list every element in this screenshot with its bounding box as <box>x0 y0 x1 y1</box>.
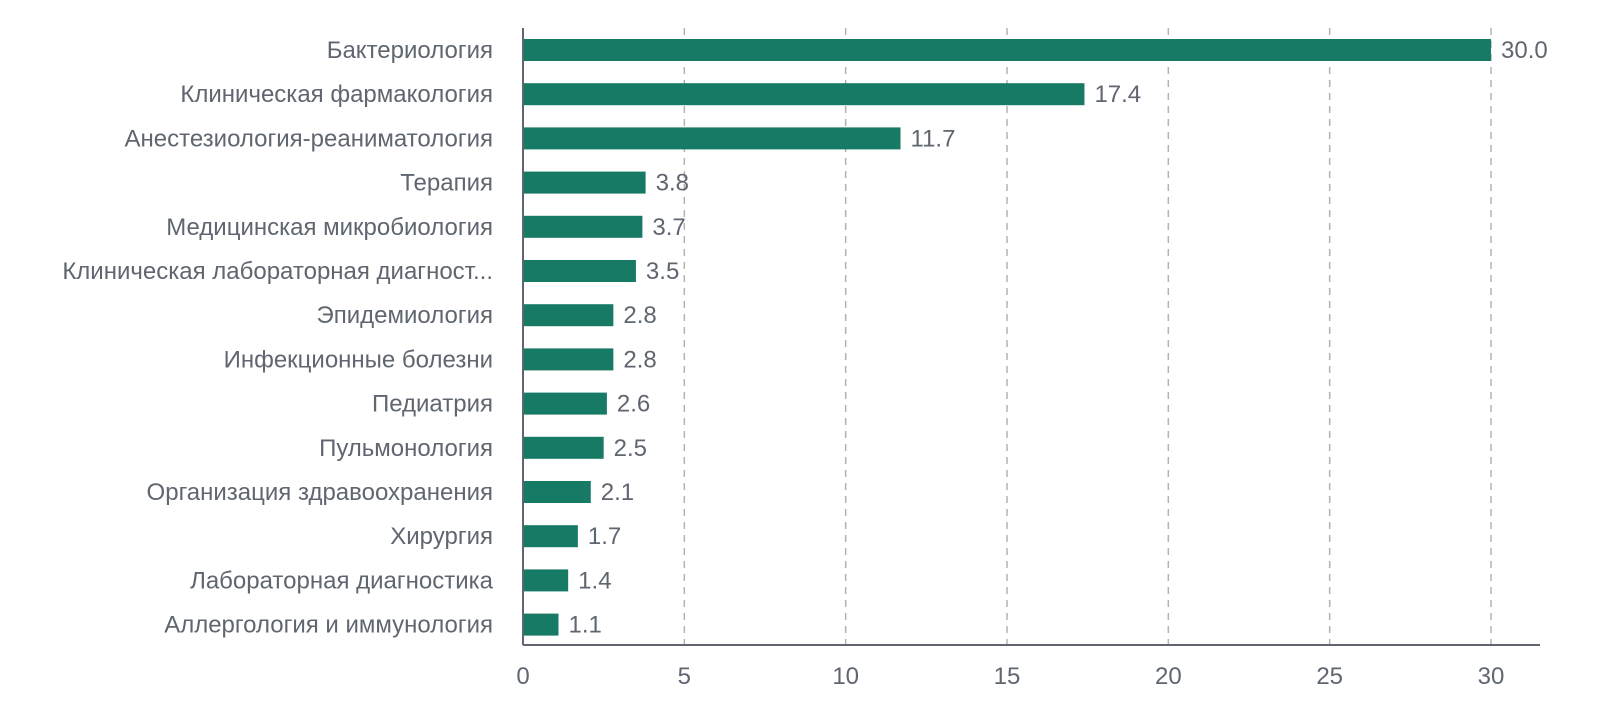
x-tick-label: 0 <box>516 663 529 690</box>
data-label: 1.4 <box>578 567 611 594</box>
bar <box>523 348 614 371</box>
category-label: Клиническая лабораторная диагност... <box>62 258 493 285</box>
labels: 0 5 10 15 20 25 30 Бактериология 30.0 Клиническая… <box>62 37 1547 690</box>
data-label: 2.1 <box>601 479 634 506</box>
x-tick-label: 5 <box>678 663 691 690</box>
category-label: Бактериология <box>327 37 493 64</box>
x-tick-label: 30 <box>1478 663 1505 690</box>
bar <box>523 569 569 592</box>
bar <box>523 39 1491 61</box>
category-label: Организация здравоохранения <box>147 479 493 506</box>
category-label: Инфекционные болезни <box>224 346 493 373</box>
data-label: 3.5 <box>646 258 679 285</box>
category-label: Эпидемиология <box>316 302 493 329</box>
bars <box>523 39 1491 636</box>
bar <box>523 304 614 327</box>
axes <box>522 28 1540 646</box>
data-label: 2.8 <box>623 302 656 329</box>
category-label: Лабораторная диагностика <box>190 567 494 594</box>
x-tick-label: 25 <box>1316 663 1343 690</box>
category-label: Пульмонология <box>319 435 493 462</box>
bar <box>523 83 1085 106</box>
data-label: 30.0 <box>1501 37 1548 64</box>
data-label: 2.8 <box>623 346 656 373</box>
category-label: Клиническая фармакология <box>180 81 493 108</box>
category-label: Аллергология и иммунология <box>164 612 493 639</box>
bar <box>523 525 578 548</box>
bar <box>523 392 607 415</box>
data-label: 2.5 <box>614 435 647 462</box>
grid <box>683 28 1492 645</box>
x-tick-label: 10 <box>832 663 859 690</box>
data-label: 2.6 <box>617 391 650 418</box>
bar <box>523 260 636 282</box>
category-label: Анестезиология-реаниматология <box>125 125 494 152</box>
data-label: 1.1 <box>568 612 601 639</box>
bar <box>523 613 559 636</box>
category-label: Хирургия <box>390 523 493 550</box>
category-label: Терапия <box>400 170 493 197</box>
bar <box>523 481 591 503</box>
data-label: 11.7 <box>911 125 956 152</box>
x-tick-label: 15 <box>994 663 1021 690</box>
data-label: 17.4 <box>1094 81 1141 108</box>
category-label: Педиатрия <box>372 391 493 418</box>
bar <box>523 127 901 150</box>
bar <box>523 215 643 238</box>
bar <box>523 436 604 459</box>
data-label: 1.7 <box>588 523 621 550</box>
x-tick-label: 20 <box>1155 663 1182 690</box>
data-label: 3.7 <box>652 214 685 241</box>
category-label: Медицинская микробиология <box>166 214 493 241</box>
bar <box>523 171 646 194</box>
data-label: 3.8 <box>656 170 689 197</box>
